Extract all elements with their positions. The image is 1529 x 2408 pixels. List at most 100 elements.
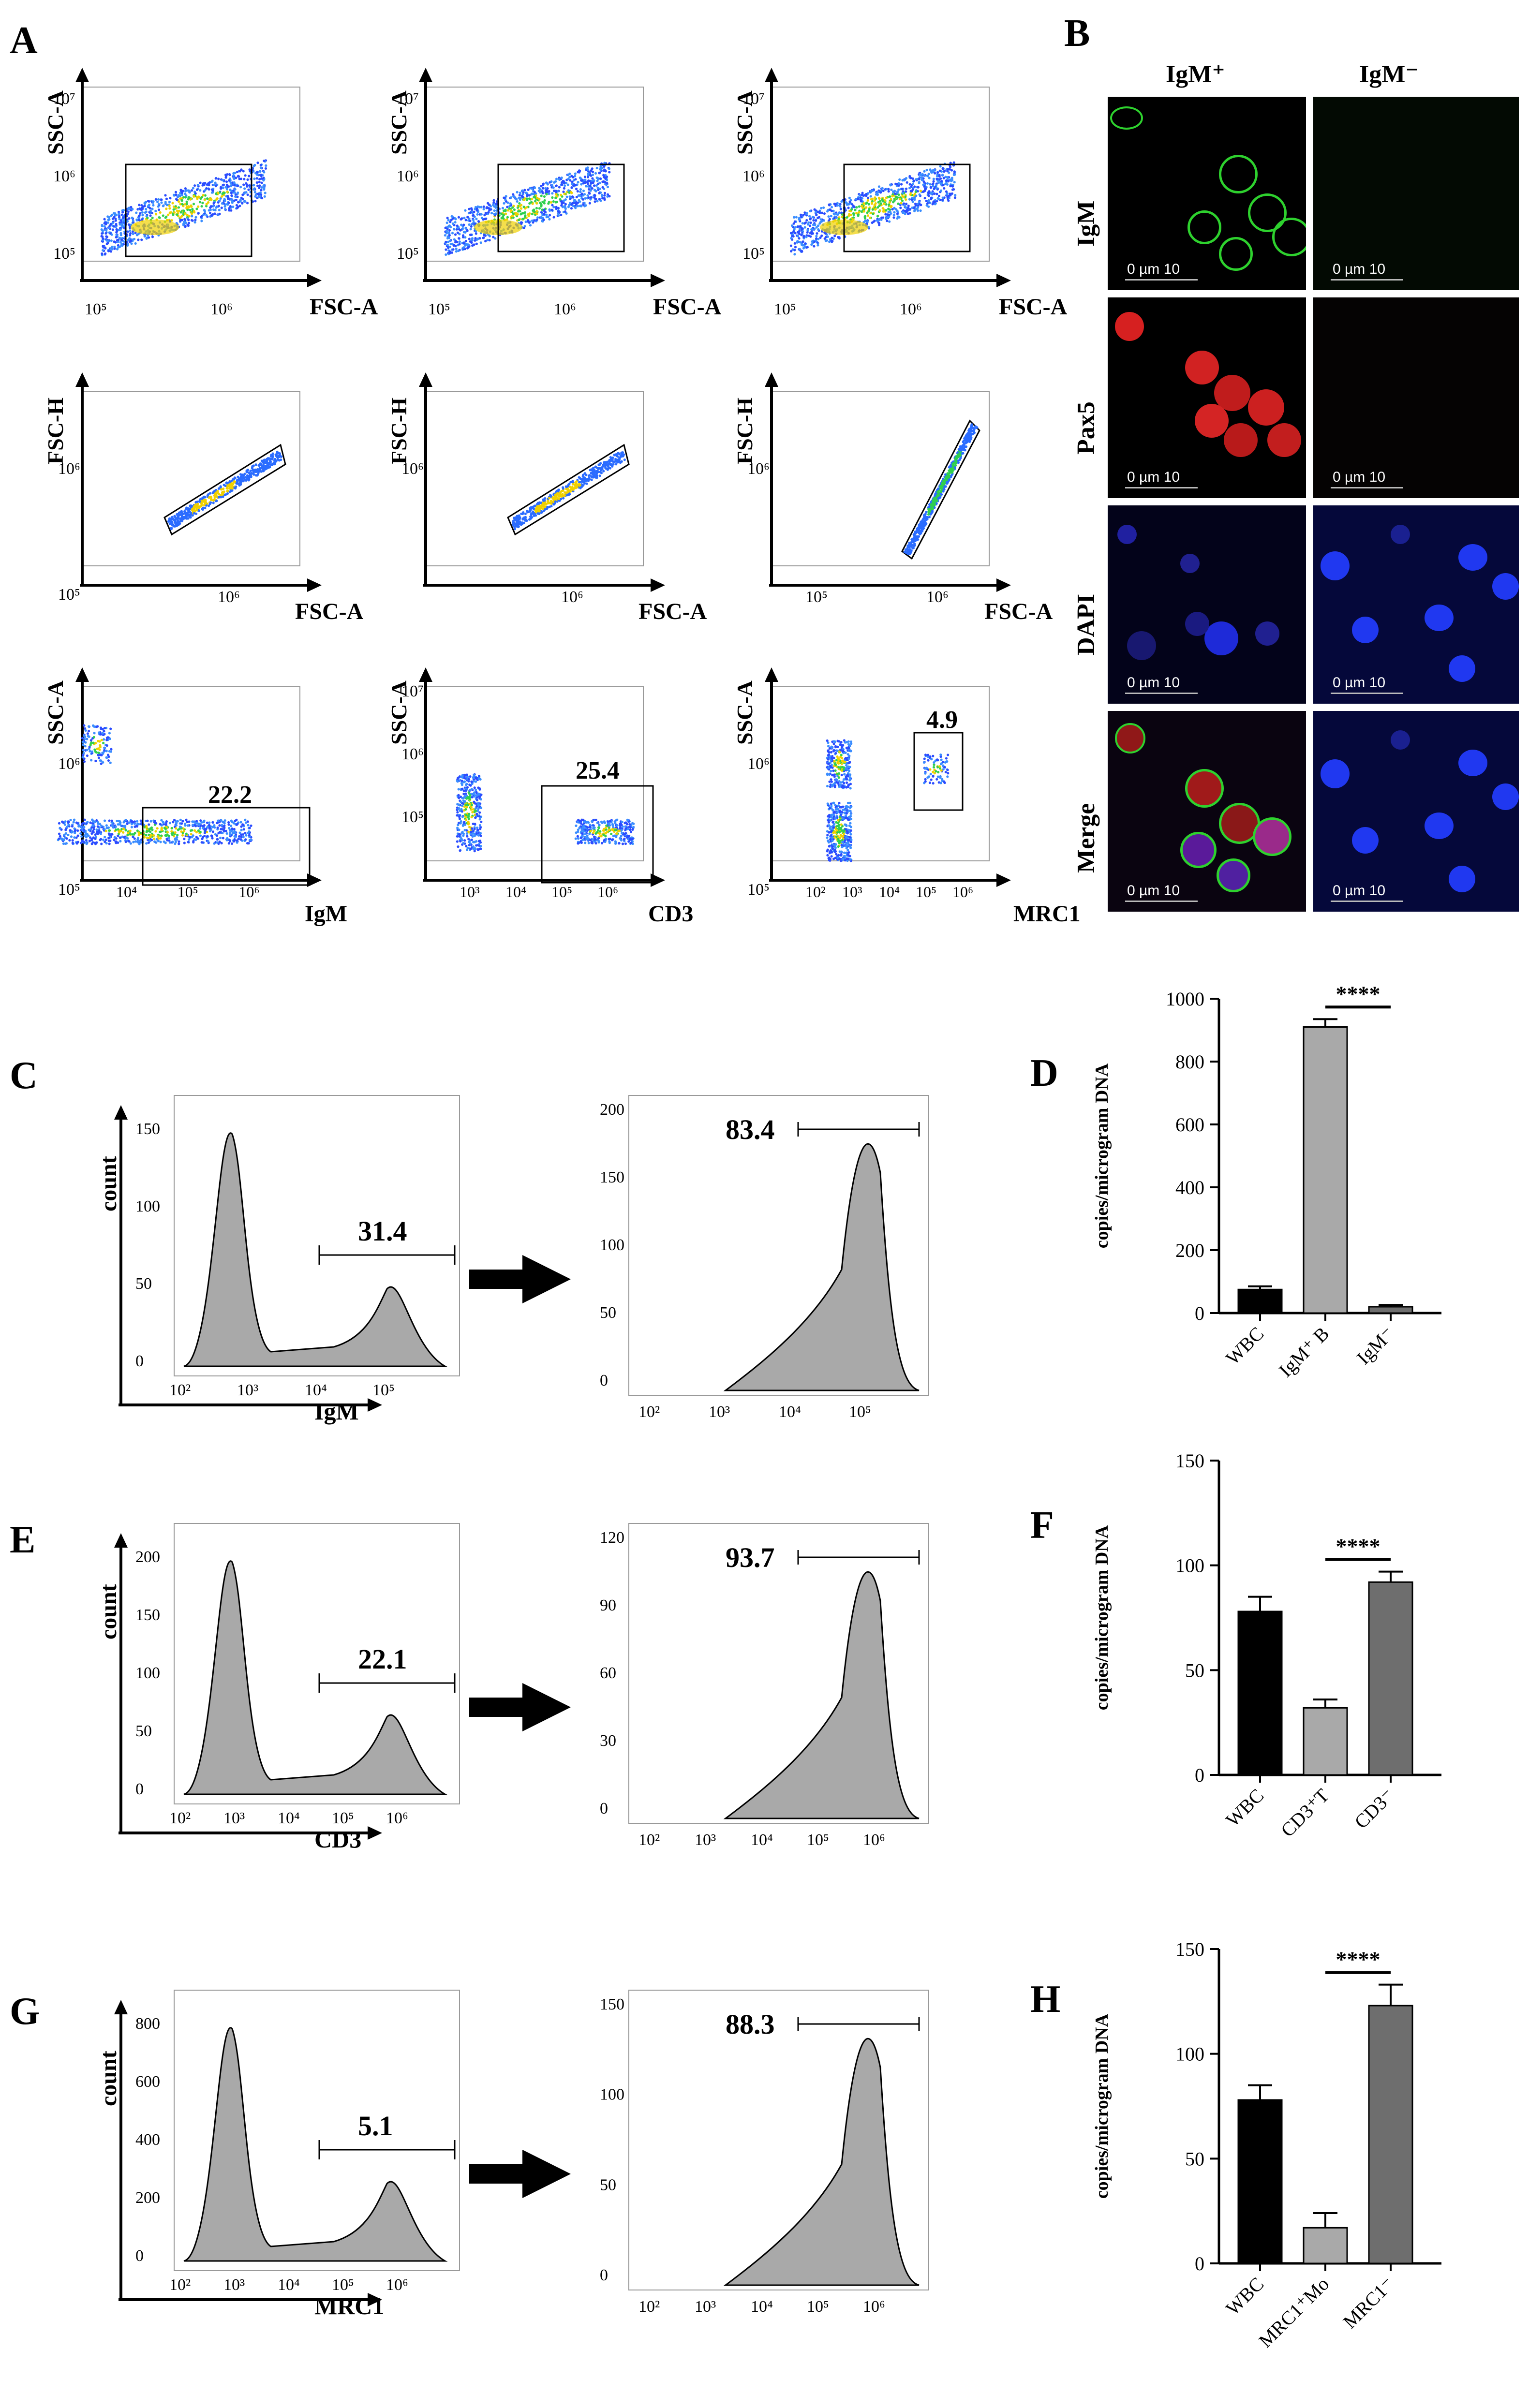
event-dot	[146, 216, 149, 220]
event-dot	[170, 830, 173, 833]
y-tick-label: 10⁶	[58, 755, 80, 773]
event-dot	[257, 193, 260, 196]
event-dot	[82, 822, 85, 825]
panel-label-c: C	[10, 1054, 38, 1097]
event-dot	[228, 481, 231, 484]
event-dot	[463, 823, 467, 826]
event-dot	[472, 214, 475, 217]
event-dot	[574, 175, 577, 177]
event-dot	[82, 743, 85, 746]
event-dot	[263, 160, 266, 163]
event-dot	[581, 480, 584, 483]
event-dot	[226, 173, 229, 176]
event-dot	[233, 181, 236, 184]
event-dot	[509, 196, 513, 199]
event-dot	[132, 232, 134, 236]
event-dot	[97, 739, 100, 742]
event-dot	[535, 202, 538, 205]
event-dot	[473, 850, 476, 853]
event-dot	[173, 193, 176, 196]
event-dot	[460, 800, 462, 803]
event-dot	[227, 179, 231, 182]
event-dot	[94, 759, 97, 763]
event-dot	[144, 202, 147, 205]
event-dot	[114, 219, 117, 222]
event-dot	[112, 225, 116, 228]
event-dot	[187, 219, 190, 222]
event-dot	[102, 237, 104, 240]
event-dot	[598, 824, 601, 827]
event-dot	[263, 171, 266, 174]
event-dot	[866, 220, 869, 222]
event-dot	[463, 828, 466, 832]
event-dot	[484, 239, 487, 243]
event-dot	[521, 189, 524, 192]
event-dot	[252, 464, 255, 467]
event-dot	[240, 825, 243, 828]
event-dot	[173, 211, 176, 214]
event-dot	[67, 833, 70, 837]
event-dot	[568, 483, 571, 486]
x-tick-label: 10⁵	[178, 883, 198, 901]
event-dot	[884, 213, 887, 216]
event-dot	[150, 826, 153, 829]
event-dot	[181, 191, 184, 194]
event-dot	[456, 780, 459, 783]
event-dot	[541, 200, 544, 204]
event-dot	[224, 186, 227, 189]
event-dot	[208, 821, 211, 824]
event-dot	[174, 517, 178, 520]
event-dot	[868, 216, 872, 219]
event-dot	[267, 462, 270, 465]
event-dot	[262, 184, 265, 187]
event-dot	[100, 762, 103, 765]
event-dot	[184, 192, 187, 195]
event-dot	[104, 247, 107, 250]
event-dot	[236, 195, 239, 198]
event-dot	[202, 820, 206, 823]
event-dot	[540, 194, 543, 197]
event-dot	[469, 220, 472, 222]
event-dot	[574, 481, 577, 484]
event-dot	[117, 834, 119, 837]
event-dot	[122, 827, 125, 830]
event-dot	[563, 494, 566, 497]
event-dot	[230, 484, 234, 487]
event-dot	[468, 826, 471, 828]
event-dot	[187, 189, 190, 192]
event-dot	[584, 832, 587, 836]
event-dot	[219, 485, 222, 488]
event-dot	[239, 186, 242, 189]
event-dot	[564, 207, 567, 209]
event-dot	[591, 167, 594, 170]
y-axis-label: SSC-A	[386, 90, 411, 155]
event-dot	[463, 839, 466, 842]
event-dot	[562, 487, 564, 490]
event-dot	[514, 213, 517, 216]
event-dot	[632, 826, 635, 828]
event-dot	[226, 203, 229, 206]
event-dot	[518, 193, 521, 197]
event-dot	[95, 819, 98, 822]
event-dot	[73, 827, 76, 830]
event-dot	[867, 203, 870, 206]
gate-box	[125, 163, 252, 257]
event-dot	[584, 477, 587, 480]
event-dot	[220, 819, 223, 822]
event-dot	[258, 184, 261, 187]
event-dot	[506, 216, 509, 219]
event-dot	[458, 828, 460, 831]
event-dot	[941, 174, 944, 177]
event-dot	[519, 205, 521, 207]
event-dot	[456, 840, 459, 843]
event-dot	[584, 204, 587, 207]
event-dot	[563, 192, 566, 195]
event-dot	[631, 822, 634, 825]
event-dot	[202, 213, 205, 216]
event-dot	[216, 838, 219, 841]
event-dot	[102, 838, 105, 841]
event-dot	[189, 504, 192, 507]
event-dot	[902, 202, 906, 205]
event-dot	[157, 198, 160, 201]
y-axis-label: SSC-A	[43, 680, 68, 745]
